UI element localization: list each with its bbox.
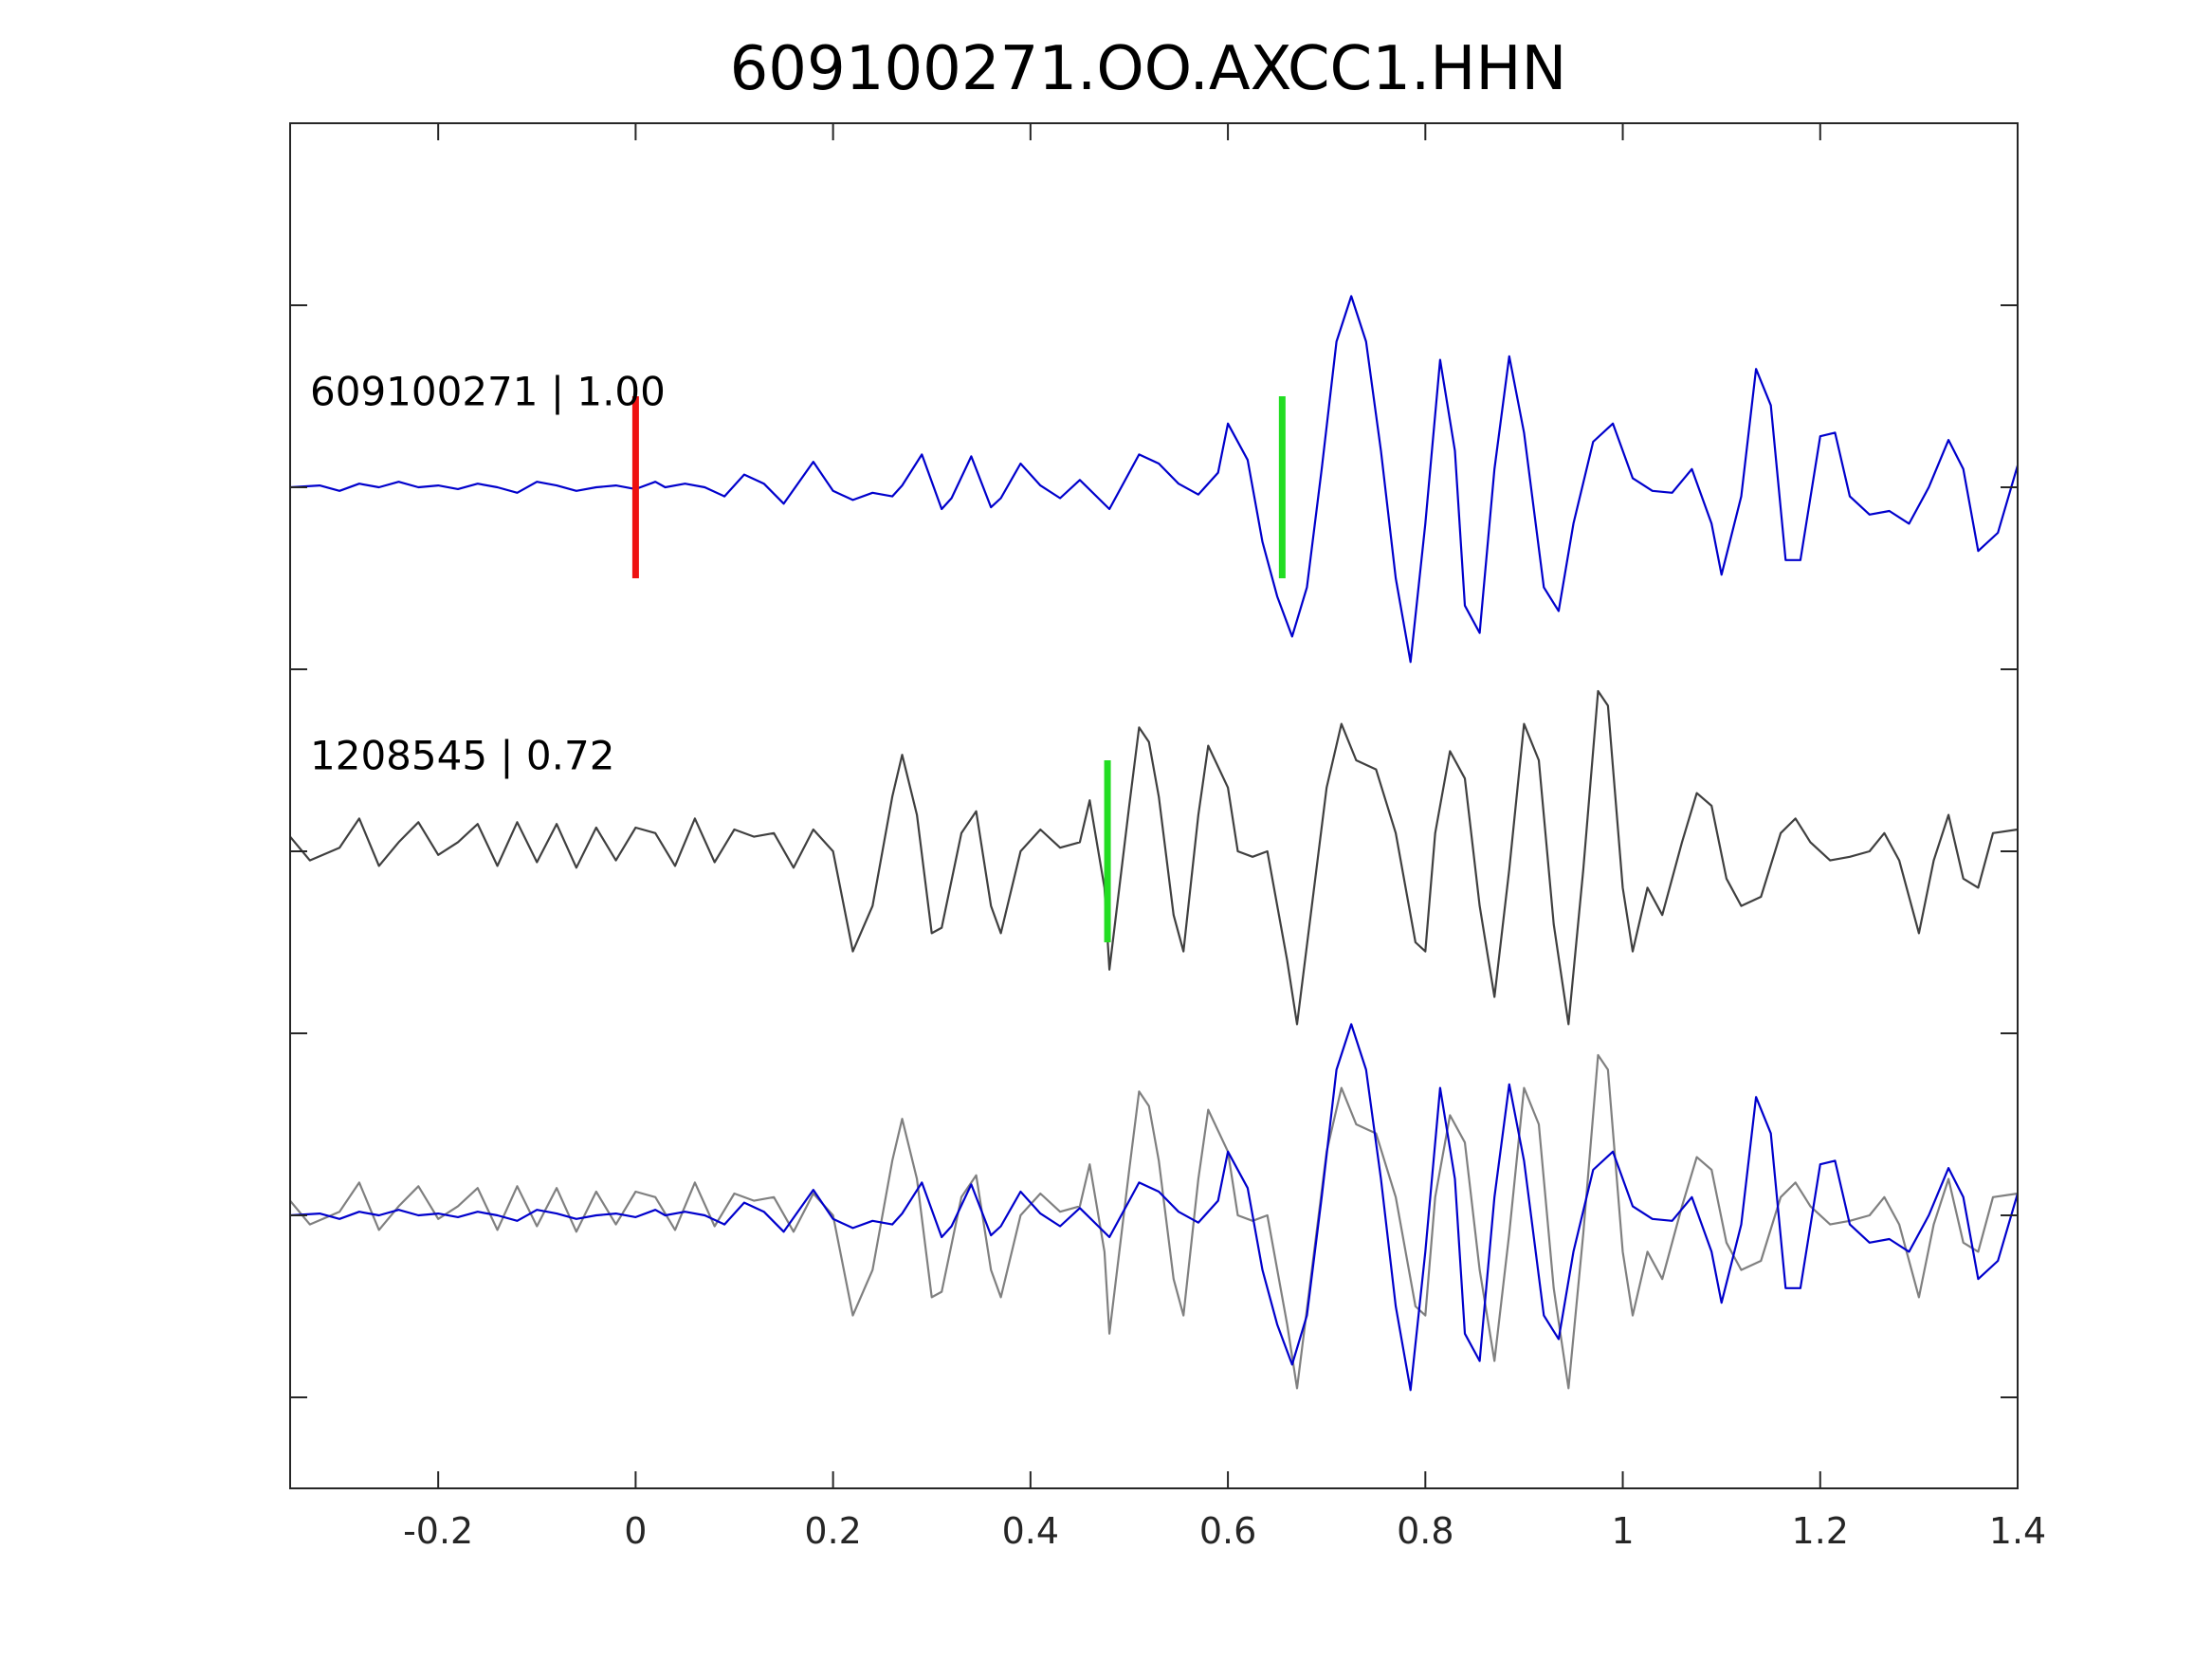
x-tick-label-8: 1.4 [1989, 1510, 2046, 1552]
x-tick-label-4: 0.6 [1199, 1510, 1256, 1552]
x-tick-label-2: 0.2 [804, 1510, 861, 1552]
axis-ticks-layer: -0.2 0 0.2 0.4 0.6 0.8 1 1.2 1.4 [290, 123, 2046, 1552]
trace-labels-layer: 609100271 | 1.00 1208545 | 0.72 [310, 369, 666, 779]
waveform-trace-3 [289, 1023, 2020, 1392]
waveform-trace-1 [289, 689, 2019, 1026]
x-tick-label-3: 0.4 [1002, 1510, 1059, 1552]
waveform-trace-2 [289, 1053, 2019, 1390]
plot-frame [289, 122, 2019, 1489]
x-tick-label-6: 1 [1611, 1510, 1634, 1552]
x-tick-label-1: 0 [624, 1510, 647, 1552]
traces-layer [289, 295, 2020, 1392]
chart-title: 609100271.OO.AXCC1.HHN [730, 34, 1567, 104]
x-tick-label-5: 0.8 [1397, 1510, 1453, 1552]
markers-layer [631, 396, 1286, 942]
trace-label-0: 609100271 | 1.00 [310, 369, 666, 415]
trace-label-1: 1208545 | 0.72 [310, 733, 614, 779]
x-tick-label-0: -0.2 [403, 1510, 473, 1552]
x-tick-label-7: 1.2 [1792, 1510, 1849, 1552]
waveform-trace-0 [289, 295, 2020, 664]
